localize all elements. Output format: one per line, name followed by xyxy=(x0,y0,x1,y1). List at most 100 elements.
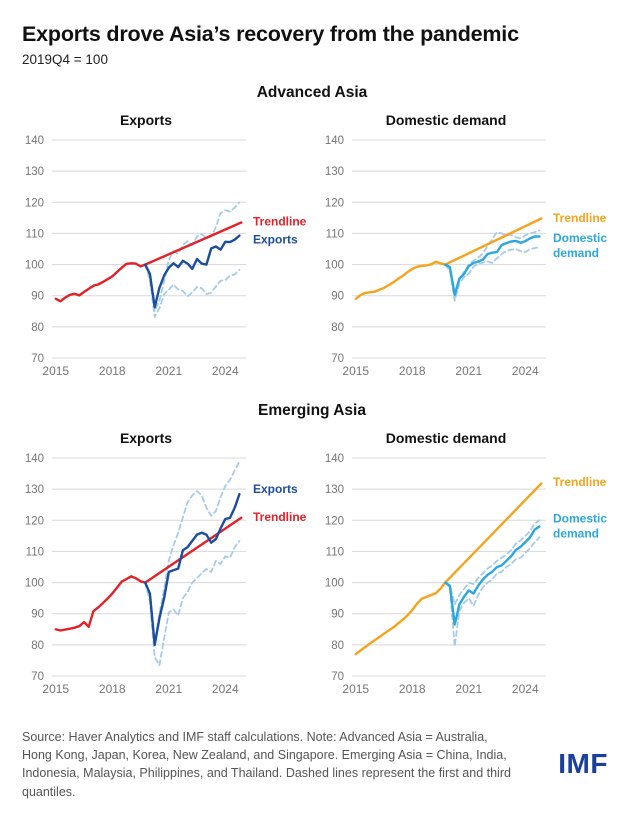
section-title-advanced-asia: Advanced Asia xyxy=(256,83,368,101)
y-tick-label: 80 xyxy=(331,640,344,652)
y-tick-label: 120 xyxy=(25,515,44,527)
source-note: Source: Haver Analytics and IMF staff ca… xyxy=(22,730,511,799)
chart-canvas-advanced-domestic-demand: 70 80 90 100 110 120 130 140 2015 2018 2021 2024 Tre… xyxy=(325,135,608,378)
series-third-quantile xyxy=(444,519,541,606)
chart-canvas-advanced-exports: 70 80 90 100 110 120 130 140 2015 2018 2021 2024 Tre… xyxy=(25,135,307,378)
footer: Source: Haver Analytics and IMF staff ca… xyxy=(0,716,624,814)
x-tick-label: 2024 xyxy=(512,364,539,378)
x-tick-label: 2024 xyxy=(212,364,239,378)
y-tick-label: 80 xyxy=(331,322,344,334)
series-domestic-demand xyxy=(444,235,541,296)
chart-row-advanced: Exports 70 80 90 100 110 120 130 140 2015 2018 202… xyxy=(0,106,624,382)
chart-advanced-domestic-demand: Domestic demand 70 80 90 100 110 120 130 140 201… xyxy=(312,106,612,382)
y-tick-label: 100 xyxy=(325,577,344,589)
imf-logo: IMF xyxy=(558,748,608,780)
series-third-quantile xyxy=(444,229,541,299)
chart-canvas-emerging-exports: 70 80 90 100 110 120 130 140 2015 2018 2021 2024 Tre… xyxy=(25,453,307,696)
y-tick-label: 120 xyxy=(325,197,344,209)
series-first-quantile xyxy=(144,539,241,667)
series-trendline xyxy=(144,516,243,584)
series-label-domestic-demand: Domestic xyxy=(553,511,607,525)
series-actual-pre-pandemic xyxy=(54,574,147,632)
y-tick-label: 110 xyxy=(26,546,44,558)
y-tick-label: 130 xyxy=(325,484,344,496)
y-tick-label: 90 xyxy=(31,608,44,620)
series-third-quantile xyxy=(144,460,241,644)
y-tick-label: 80 xyxy=(31,640,44,652)
series-first-quantile xyxy=(444,245,541,302)
y-tick-label: 140 xyxy=(325,453,344,465)
y-tick-label: 90 xyxy=(331,290,344,302)
x-tick-label: 2024 xyxy=(212,682,239,696)
x-tick-label: 2024 xyxy=(512,682,539,696)
x-tick-label: 2015 xyxy=(42,364,69,378)
series-label-domestic-demand: demand xyxy=(553,246,599,260)
series-label-exports: Exports xyxy=(253,482,298,496)
x-tick-label: 2018 xyxy=(99,364,126,378)
series-actual-pre-pandemic xyxy=(354,260,447,300)
chart-title-advanced-domestic-demand: Domestic demand xyxy=(385,111,507,128)
x-tick-label: 2015 xyxy=(42,682,69,696)
x-tick-label: 2018 xyxy=(399,364,426,378)
page-title: Exports drove Asia’s recovery from the p… xyxy=(22,22,519,46)
y-tick-label: 70 xyxy=(31,353,44,365)
y-tick-label: 120 xyxy=(325,515,344,527)
y-tick-label: 140 xyxy=(25,453,44,465)
chart-canvas-emerging-domestic-demand: 70 80 90 100 110 120 130 140 2015 2018 2021 2024 Tre… xyxy=(325,453,608,696)
x-tick-label: 2021 xyxy=(455,682,482,696)
y-tick-label: 140 xyxy=(325,135,344,147)
section-emerging-asia: Emerging Asia Exports 70 80 90 100 110 120 130… xyxy=(0,402,624,700)
series-domestic-demand xyxy=(444,525,541,626)
series-exports xyxy=(144,234,241,309)
index-note: 2019Q4 = 100 xyxy=(22,51,108,67)
series-label-trendline: Trendline xyxy=(553,211,607,225)
x-tick-label: 2021 xyxy=(155,364,182,378)
section-advanced-asia: Advanced Asia Exports 70 80 90 100 110 120 130… xyxy=(0,84,624,382)
y-tick-label: 90 xyxy=(331,608,344,620)
chart-advanced-exports: Exports 70 80 90 100 110 120 130 140 2015 2018 202… xyxy=(12,106,312,382)
series-exports xyxy=(144,492,241,646)
y-tick-label: 100 xyxy=(25,577,44,589)
x-tick-label: 2021 xyxy=(155,682,182,696)
series-trendline xyxy=(444,482,543,584)
series-trendline xyxy=(444,217,543,266)
y-tick-label: 110 xyxy=(326,546,344,558)
y-tick-label: 110 xyxy=(26,228,44,240)
chart-title-advanced-exports: Exports xyxy=(119,111,173,128)
chart-title-emerging-exports: Exports xyxy=(119,429,173,446)
series-actual-pre-pandemic xyxy=(354,581,447,656)
chart-title-emerging-domestic-demand: Domestic demand xyxy=(385,429,507,446)
y-tick-label: 120 xyxy=(25,197,44,209)
y-tick-label: 130 xyxy=(25,166,44,178)
series-label-trendline: Trendline xyxy=(253,510,307,524)
series-label-exports: Exports xyxy=(253,232,298,246)
y-tick-label: 130 xyxy=(25,484,44,496)
y-tick-label: 70 xyxy=(331,671,344,683)
x-tick-label: 2018 xyxy=(399,682,426,696)
series-trendline xyxy=(144,221,243,266)
x-tick-label: 2018 xyxy=(99,682,126,696)
chart-emerging-domestic-demand: Domestic demand 70 80 90 100 110 120 130 140 201… xyxy=(312,424,612,700)
series-label-trendline: Trendline xyxy=(253,214,307,228)
chart-emerging-exports: Exports 70 80 90 100 110 120 130 140 2015 2018 202… xyxy=(12,424,312,700)
x-tick-label: 2015 xyxy=(342,682,369,696)
y-tick-label: 70 xyxy=(331,353,344,365)
x-tick-label: 2021 xyxy=(455,364,482,378)
series-first-quantile xyxy=(144,263,241,318)
y-tick-label: 80 xyxy=(31,322,44,334)
section-title-emerging-asia: Emerging Asia xyxy=(258,401,366,419)
y-tick-label: 110 xyxy=(326,228,344,240)
y-tick-label: 100 xyxy=(325,259,344,271)
y-tick-label: 70 xyxy=(31,671,44,683)
series-actual-pre-pandemic xyxy=(54,261,147,303)
series-label-domestic-demand: demand xyxy=(553,526,599,540)
y-tick-label: 100 xyxy=(25,259,44,271)
y-tick-label: 90 xyxy=(31,290,44,302)
series-label-trendline: Trendline xyxy=(553,475,607,489)
series-first-quantile xyxy=(444,536,541,648)
y-tick-label: 140 xyxy=(25,135,44,147)
series-third-quantile xyxy=(144,201,241,312)
x-tick-label: 2015 xyxy=(342,364,369,378)
y-tick-label: 130 xyxy=(325,166,344,178)
